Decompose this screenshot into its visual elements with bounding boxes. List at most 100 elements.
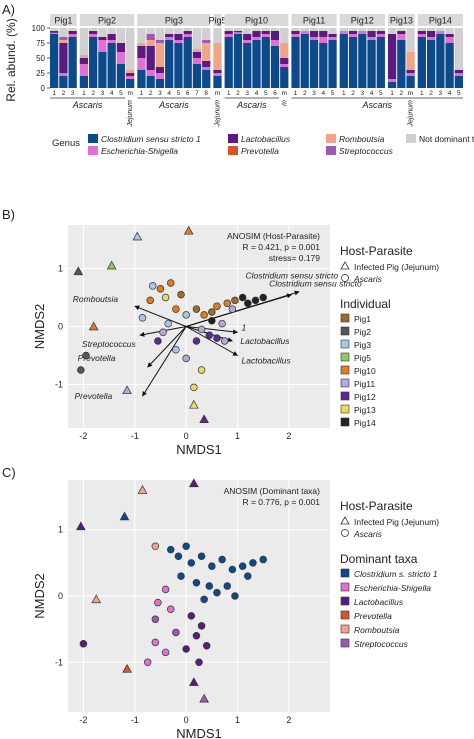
bar-segment <box>174 43 183 88</box>
bar-segment <box>146 46 155 70</box>
bar-segment <box>426 28 436 31</box>
facet-strip <box>387 14 415 26</box>
bar-segment <box>328 34 337 37</box>
point-triangle <box>189 399 199 409</box>
x-tick-label: 2 <box>286 431 291 441</box>
legend-triangle-icon <box>340 261 350 270</box>
sample-label: 2 <box>91 90 95 97</box>
bar-segment <box>137 70 146 88</box>
legend-swatch <box>340 582 350 592</box>
bar-segment <box>367 28 376 31</box>
legend-circle-icon <box>341 529 349 537</box>
bar-segment <box>192 49 202 52</box>
bar-segment <box>367 37 376 40</box>
bar-segment <box>98 52 107 88</box>
point-circle <box>238 293 247 302</box>
bar-segment <box>146 70 155 76</box>
bar-segment <box>89 37 98 88</box>
sample-label: 2 <box>62 90 66 97</box>
bar-segment <box>202 61 211 67</box>
bar-segment <box>202 28 211 40</box>
bar-segment <box>116 43 126 52</box>
y-tick-label: 75 <box>36 39 45 48</box>
legend-color-label: Pig2 <box>354 327 371 337</box>
facet-label: Pig2 <box>98 16 116 26</box>
sample-label: 5 <box>457 90 461 97</box>
legend-color-label: Pig11 <box>354 379 375 389</box>
bar-segment <box>280 43 289 58</box>
facet-strip <box>79 14 135 26</box>
point-circle <box>244 572 252 580</box>
bar-segment <box>174 28 183 34</box>
bar-segment <box>417 34 426 37</box>
bar-segment <box>155 40 165 43</box>
sample-label: 1 <box>140 90 144 97</box>
sample-label: m <box>282 90 287 97</box>
facet-label: Pig12 <box>351 16 374 26</box>
bar-segment <box>339 34 348 88</box>
bar-segment <box>89 28 98 31</box>
point-circle <box>200 311 208 319</box>
legend-swatch <box>406 134 416 143</box>
sample-label: 4 <box>167 90 171 97</box>
point-circle <box>151 615 160 623</box>
point-circle <box>197 366 206 374</box>
point-circle <box>143 658 152 667</box>
facet-strip <box>137 14 211 26</box>
legend-swatch <box>340 568 350 578</box>
bar-segment <box>192 58 202 64</box>
point-triangle <box>122 663 132 673</box>
legend-swatch <box>340 610 350 620</box>
bar-segment <box>79 58 89 64</box>
bar-segment <box>137 58 146 70</box>
sample-label: 1 <box>294 90 298 97</box>
point-circle <box>174 552 183 560</box>
arrow-label: Prevotella <box>78 353 116 363</box>
point-triangle <box>122 385 132 395</box>
facet-strip <box>213 14 222 26</box>
point-circle <box>208 316 216 325</box>
bar-segment <box>165 34 174 37</box>
x-tick-label: 0 <box>184 431 189 441</box>
legend-color-label: Pig10 <box>354 366 376 376</box>
bar-segment <box>406 28 415 52</box>
x-tick-label: -1 <box>131 715 139 725</box>
legend-color-label: Pig12 <box>354 392 376 402</box>
point-circle <box>192 632 201 640</box>
bar-segment <box>174 40 183 43</box>
x-tick-label: 0 <box>184 715 189 725</box>
bar-segment <box>243 40 252 43</box>
bar-segment <box>280 67 289 88</box>
sample-label: 2 <box>303 90 307 97</box>
bar-segment <box>454 28 463 70</box>
bar-segment <box>367 31 376 37</box>
bar-segment <box>348 28 358 31</box>
point-circle <box>228 305 237 313</box>
legend-shape-label: Ascaris <box>353 274 383 284</box>
facet-strip <box>417 14 463 26</box>
point-circle <box>197 622 206 630</box>
bar-segment <box>291 37 300 88</box>
point-circle <box>187 559 196 567</box>
bar-segment <box>445 34 454 37</box>
sample-label: 5 <box>177 90 181 97</box>
point-circle <box>197 325 206 334</box>
point-circle <box>172 628 180 637</box>
point-circle <box>251 296 260 305</box>
bar-segment <box>107 40 116 43</box>
group-label: Ascaris <box>236 100 267 110</box>
point-circle <box>197 552 206 560</box>
bar-segment <box>59 43 68 73</box>
bar-segment <box>224 31 233 34</box>
bar-segment <box>328 40 337 88</box>
point-circle <box>156 285 165 293</box>
sample-label: 3 <box>361 90 365 97</box>
bar-segment <box>328 37 337 40</box>
legend-label: Lactobacillus <box>241 134 291 144</box>
legend-shape-title: Host-Parasite <box>340 244 413 258</box>
bar-segment <box>59 40 68 43</box>
bar-segment <box>137 28 146 43</box>
point-circle <box>213 588 221 597</box>
sample-label: 1 <box>82 90 86 97</box>
point-circle <box>154 598 162 607</box>
